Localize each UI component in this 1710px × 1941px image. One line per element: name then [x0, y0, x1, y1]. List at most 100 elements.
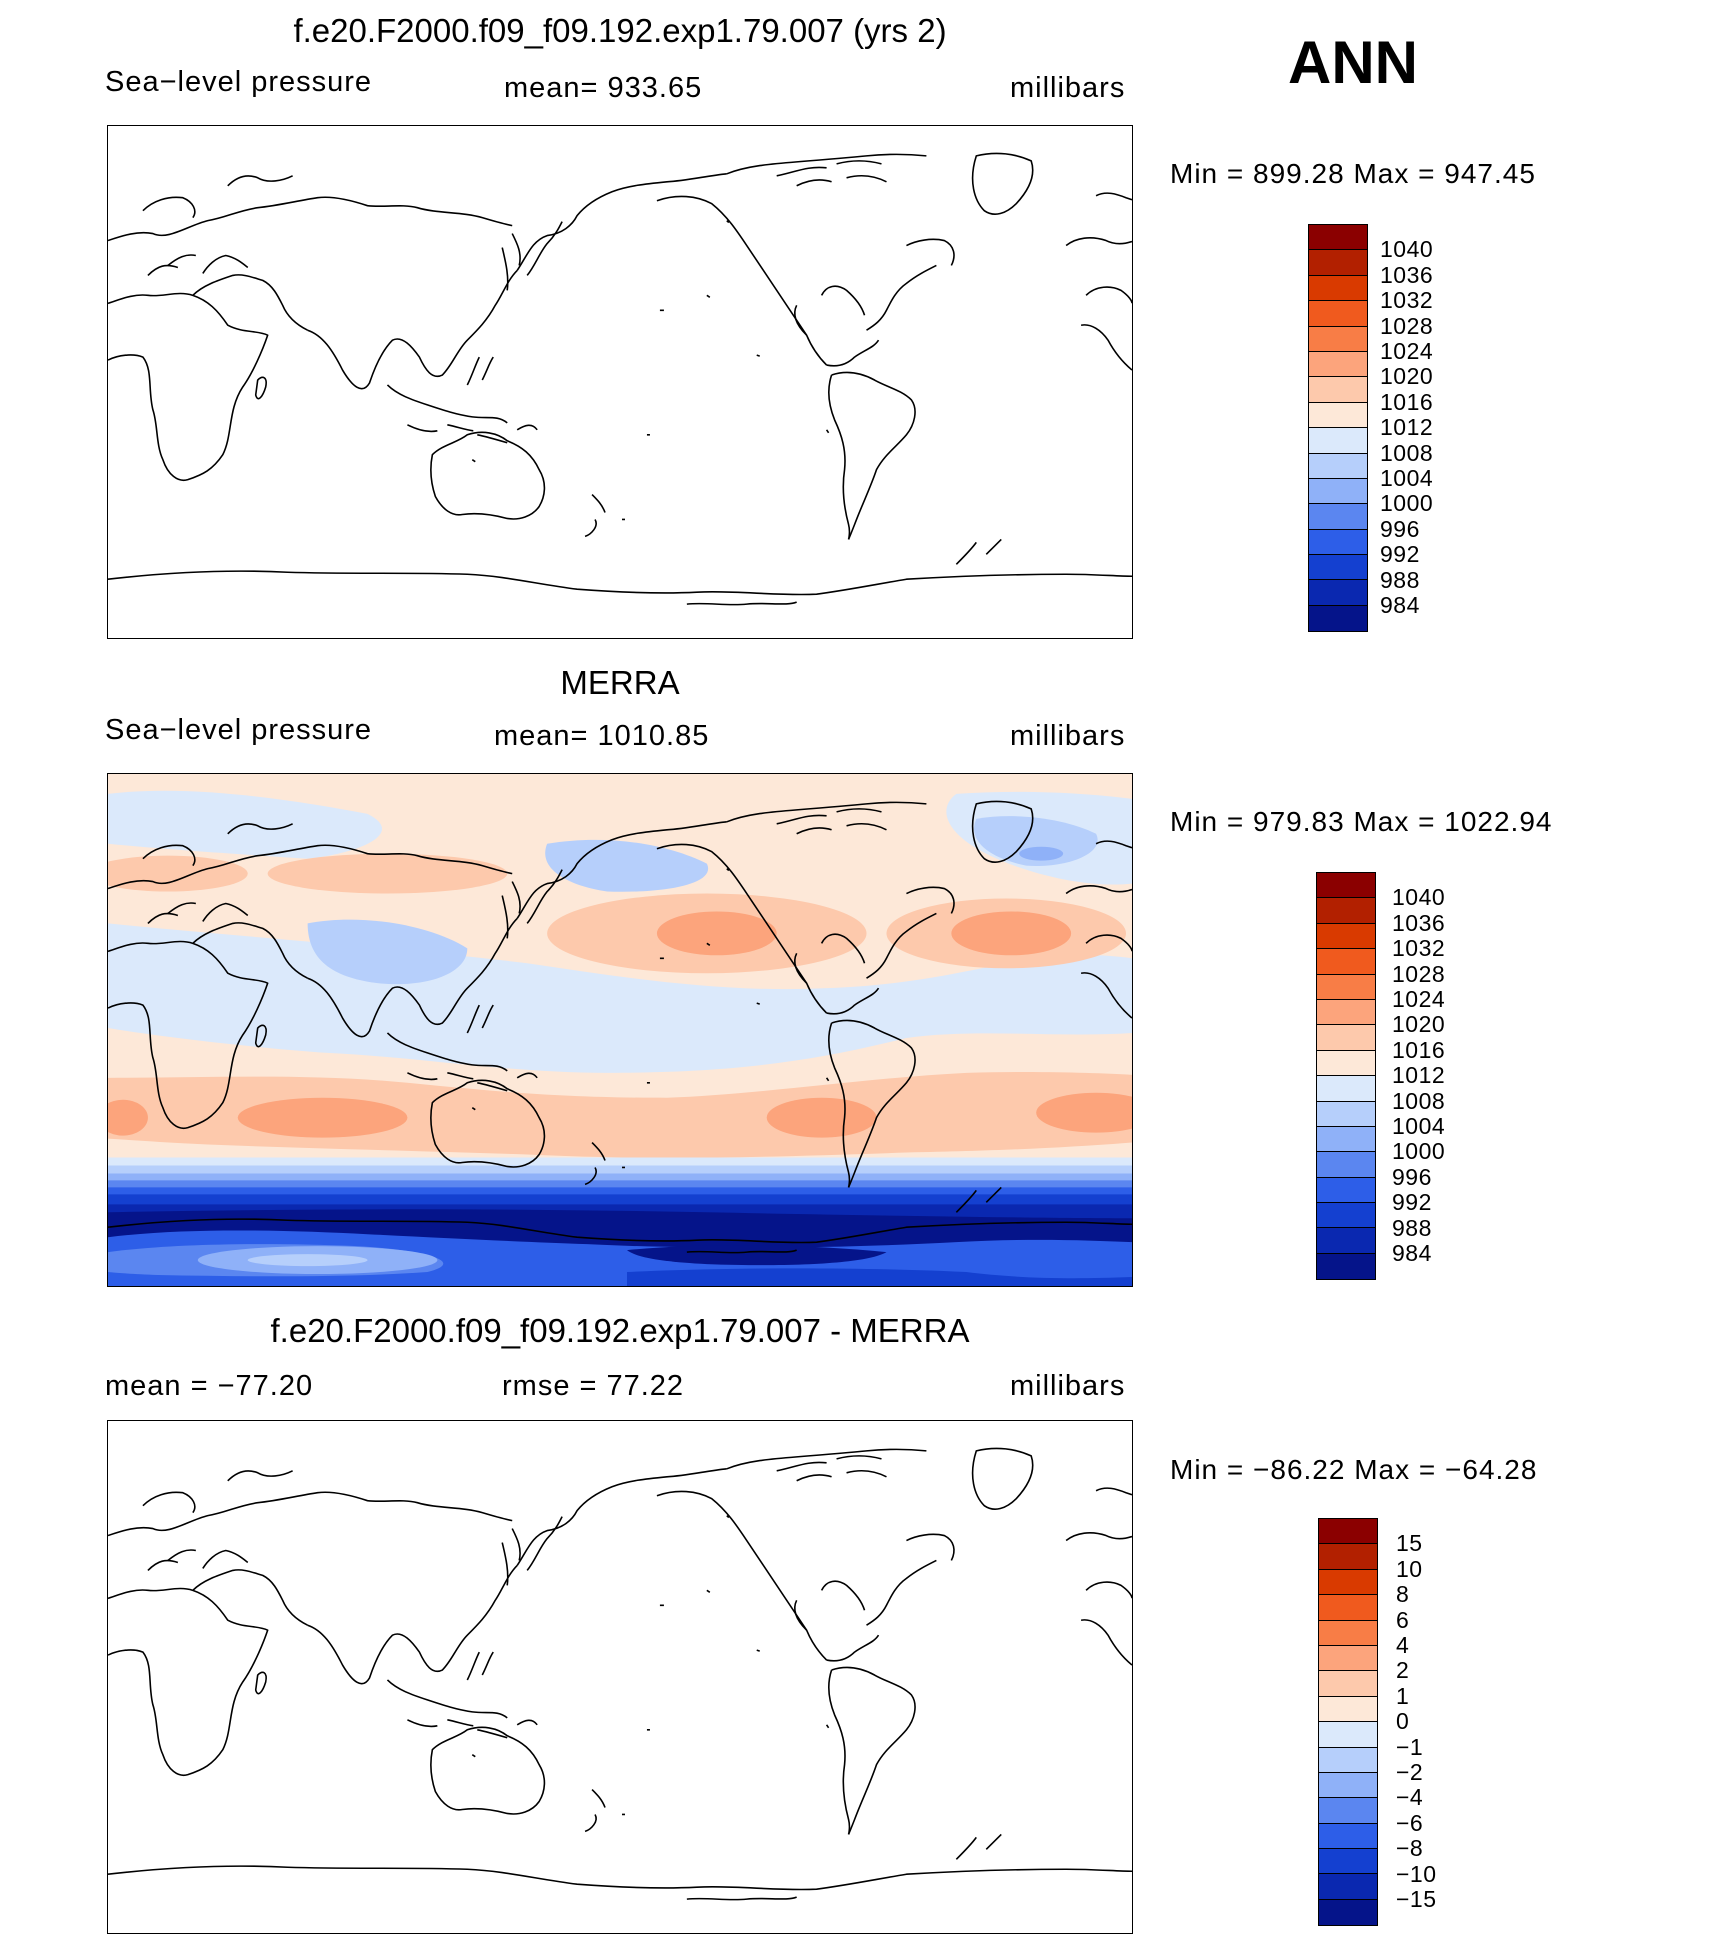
panel1-units: millibars	[1010, 72, 1126, 104]
colorbar-tick-label: 1024	[1380, 338, 1434, 364]
colorbar-swatch	[1319, 1569, 1377, 1596]
colorbar-swatch	[1309, 250, 1367, 276]
colorbar-swatch	[1317, 1228, 1375, 1254]
panel3-colorbar	[1318, 1518, 1378, 1927]
colorbar-swatch	[1319, 1772, 1377, 1799]
colorbar-swatch	[1317, 873, 1375, 899]
colorbar-tick-label: 1000	[1392, 1138, 1446, 1165]
colorbar-tick-label: 1020	[1380, 363, 1434, 390]
colorbar-tick-label: 10	[1396, 1555, 1423, 1582]
colorbar-tick-label: 1004	[1380, 465, 1434, 491]
colorbar-tick-label: 1032	[1380, 287, 1434, 314]
colorbar-tick-label: −10	[1396, 1860, 1437, 1887]
panel2-mean: mean= 1010.85	[494, 720, 710, 752]
colorbar-tick-label: 1032	[1392, 935, 1446, 962]
colorbar-tick-label: 1028	[1380, 312, 1434, 339]
colorbar-swatch	[1319, 1519, 1377, 1545]
colorbar-swatch	[1319, 1747, 1377, 1773]
colorbar-swatch	[1317, 923, 1375, 950]
colorbar-tick-label: 1028	[1392, 960, 1446, 987]
colorbar-swatch	[1319, 1849, 1377, 1875]
colorbar-swatch	[1317, 1203, 1375, 1229]
colorbar-tick-label: −15	[1396, 1886, 1437, 1912]
colorbar-swatch	[1319, 1798, 1377, 1824]
colorbar-swatch	[1319, 1544, 1377, 1570]
colorbar-tick-label: 1036	[1380, 261, 1434, 288]
colorbar-swatch	[1319, 1696, 1377, 1723]
colorbar-swatch	[1317, 898, 1375, 924]
colorbar-swatch	[1317, 1177, 1375, 1204]
colorbar-tick-label: 1024	[1392, 986, 1446, 1012]
colorbar-tick-label: 8	[1396, 1581, 1410, 1608]
colorbar-tick-label: −6	[1396, 1809, 1424, 1836]
panel1-title: f.e20.F2000.f09_f09.192.exp1.79.007 (yrs…	[293, 12, 947, 49]
colorbar-tick-label: −8	[1396, 1835, 1424, 1862]
colorbar-swatch	[1317, 999, 1375, 1026]
colorbar-tick-label: 1008	[1380, 439, 1434, 466]
colorbar-swatch	[1317, 1101, 1375, 1127]
colorbar-tick-label: 1016	[1392, 1036, 1446, 1063]
colorbar-tick-label: 988	[1392, 1214, 1432, 1241]
colorbar-tick-label: −1	[1396, 1733, 1424, 1760]
colorbar-swatch	[1309, 377, 1367, 403]
panel1-map	[107, 125, 1133, 639]
colorbar-tick-label: 4	[1396, 1632, 1410, 1658]
panel2-title: MERRA	[560, 664, 680, 701]
colorbar-swatch	[1317, 1025, 1375, 1051]
colorbar-swatch	[1319, 1899, 1377, 1926]
panel3-map	[107, 1420, 1133, 1934]
colorbar-swatch	[1309, 529, 1367, 556]
colorbar-tick-label: 996	[1380, 515, 1420, 542]
colorbar-swatch	[1309, 402, 1367, 429]
colorbar-swatch	[1319, 1823, 1377, 1850]
panel2-minmax: Min = 979.83 Max = 1022.94	[1170, 806, 1553, 837]
panel2-map	[107, 773, 1133, 1287]
colorbar-tick-label: 984	[1392, 1240, 1432, 1266]
colorbar-swatch	[1309, 478, 1367, 505]
colorbar-tick-label: 992	[1392, 1189, 1432, 1216]
colorbar-swatch	[1309, 326, 1367, 352]
colorbar-tick-label: −4	[1396, 1784, 1424, 1811]
colorbar-swatch	[1309, 555, 1367, 581]
colorbar-tick-label: 15	[1396, 1530, 1423, 1557]
colorbar-tick-label: 984	[1380, 592, 1420, 618]
panel1-colorbar	[1308, 224, 1368, 633]
colorbar-swatch	[1309, 453, 1367, 479]
colorbar-tick-label: 988	[1380, 566, 1420, 593]
colorbar-swatch	[1317, 1152, 1375, 1178]
colorbar-tick-label: 6	[1396, 1606, 1410, 1633]
colorbar-swatch	[1319, 1595, 1377, 1621]
colorbar-swatch	[1309, 351, 1367, 378]
colorbar-tick-label: 2	[1396, 1657, 1410, 1684]
colorbar-tick-label: −2	[1396, 1759, 1424, 1785]
panel3-units: millibars	[1010, 1370, 1126, 1402]
panel1-minmax: Min = 899.28 Max = 947.45	[1170, 158, 1536, 189]
colorbar-swatch	[1317, 949, 1375, 975]
colorbar-swatch	[1317, 974, 1375, 1000]
colorbar-swatch	[1317, 1050, 1375, 1077]
colorbar-swatch	[1309, 225, 1367, 251]
panel3-title: f.e20.F2000.f09_f09.192.exp1.79.007 - ME…	[270, 1312, 970, 1349]
colorbar-swatch	[1317, 1126, 1375, 1153]
colorbar-tick-label: 0	[1396, 1708, 1410, 1735]
colorbar-swatch	[1309, 504, 1367, 530]
colorbar-tick-label: 1012	[1380, 414, 1434, 441]
panel3-coastlines	[108, 1447, 1132, 1901]
colorbar-tick-label: 1040	[1392, 884, 1446, 911]
colorbar-tick-label: 1000	[1380, 490, 1434, 517]
colorbar-swatch	[1319, 1671, 1377, 1697]
colorbar-tick-label: 1012	[1392, 1062, 1446, 1089]
panel2-variable: Sea−level pressure	[105, 714, 373, 746]
panel1-variable: Sea−level pressure	[105, 66, 373, 98]
colorbar-swatch	[1317, 1076, 1375, 1102]
panel3-mean: mean = −77.20	[105, 1370, 314, 1402]
panel2-slp-field	[108, 774, 1132, 1286]
panel2-units: millibars	[1010, 720, 1126, 752]
colorbar-tick-label: 1036	[1392, 909, 1446, 936]
panel2-colorbar	[1316, 872, 1376, 1281]
colorbar-swatch	[1309, 428, 1367, 454]
season-label: ANN	[1288, 29, 1418, 96]
colorbar-swatch	[1309, 301, 1367, 327]
colorbar-tick-label: 1008	[1392, 1087, 1446, 1114]
colorbar-tick-label: 1	[1396, 1682, 1410, 1709]
